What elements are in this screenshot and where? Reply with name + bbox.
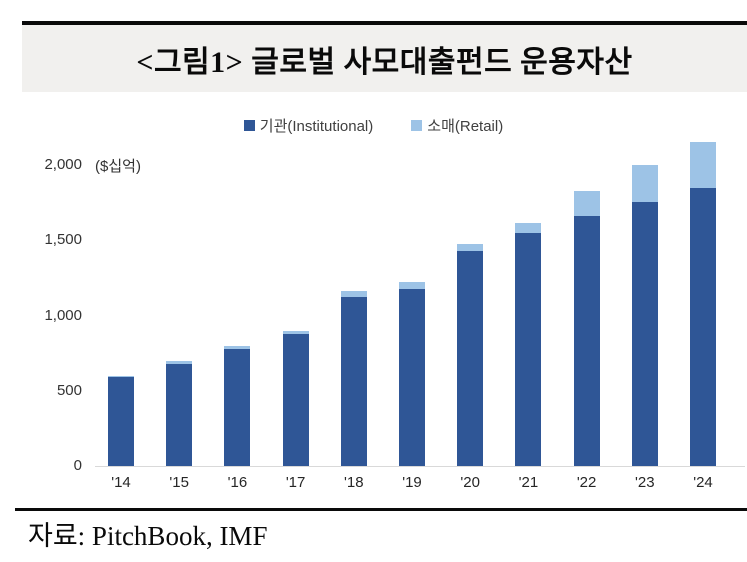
bar-stack-17 [282, 330, 309, 466]
y-axis-tick-label: 1,500 [44, 231, 82, 249]
bar-segment-retail [690, 141, 716, 188]
bar-segment-retail [631, 165, 658, 202]
legend-label-institutional: 기관(Institutional) [259, 117, 374, 135]
legend-item-institutional: 기관(Institutional) [243, 115, 374, 136]
y-axis-unit-label: ($십억) [95, 158, 141, 175]
bar-segment-retail [457, 244, 484, 251]
x-axis-label: '17 [285, 474, 306, 491]
bar-segment-institutional [690, 187, 716, 466]
y-axis-tick-label: 0 [73, 457, 82, 474]
chart-title: <그림1> 글로벌 사모대출펀드 운용자산 [136, 45, 633, 79]
plot-area [95, 136, 745, 467]
bar-segment-institutional [631, 201, 658, 466]
legend-label-retail: 소매(Retail) [427, 117, 504, 135]
legend: 기관(Institutional) 소매(Retail) [0, 114, 747, 136]
bar-segment-retail [515, 222, 542, 233]
bar-stack-23 [631, 165, 658, 466]
source-text: 자료: PitchBook, IMF [28, 521, 268, 551]
x-axis-label: '23 [635, 474, 655, 491]
bar-segment-institutional [108, 377, 134, 466]
title-band: <그림1> 글로벌 사모대출펀드 운용자산 [22, 21, 747, 92]
x-axis-label: '20 [460, 474, 480, 491]
y-axis-tick-label: 1,000 [44, 306, 82, 324]
bar-stack-14 [108, 375, 134, 466]
x-axis-label: '18 [344, 474, 364, 491]
bar-stack-15 [166, 361, 193, 466]
legend-swatch-institutional [243, 119, 255, 131]
bar-segment-institutional [340, 297, 367, 466]
x-axis: '14 '15 '16 '17 '18 '19 '20 '21 '22 '23 '24 [95, 474, 745, 496]
bar-segment-institutional [224, 348, 251, 466]
x-axis-label: '24 [693, 474, 713, 491]
bar-segment-institutional [515, 232, 542, 466]
bar-segment-institutional [166, 364, 193, 466]
bar-segment-retail [224, 346, 251, 349]
y-axis-tick-label: 500 [56, 381, 82, 399]
bar-segment-institutional [282, 333, 309, 466]
bar-segment-institutional [457, 250, 484, 466]
bar-segment-retail [340, 291, 367, 298]
bar-stack-21 [515, 222, 542, 466]
bar-segment-retail [282, 330, 309, 334]
bar-segment-retail [108, 375, 134, 378]
y-axis: 0 500 1,000 1,500 2,000 [22, 136, 82, 474]
x-axis-label: '15 [169, 474, 189, 491]
bar-stack-20 [457, 244, 484, 466]
legend-item-retail: 소매(Retail) [411, 115, 503, 136]
x-axis-label: '16 [227, 474, 248, 491]
bar-stack-18 [340, 291, 367, 466]
x-axis-label: '19 [402, 474, 422, 491]
x-axis-label: '14 [111, 474, 131, 491]
bar-segment-retail [166, 361, 193, 365]
bar-segment-retail [573, 190, 600, 217]
legend-swatch-retail [411, 119, 423, 131]
x-axis-label: '22 [576, 474, 597, 491]
bar-stack-16 [224, 346, 251, 466]
bar-stack-24 [690, 141, 716, 466]
bar-stack-22 [573, 190, 600, 466]
y-axis-tick-label: 2,000 [44, 156, 82, 173]
bar-segment-institutional [573, 216, 600, 466]
bar-segment-institutional [399, 289, 425, 466]
bar-stack-19 [399, 282, 425, 466]
x-axis-label: '21 [518, 474, 539, 491]
bar-segment-retail [399, 282, 425, 290]
footer-divider [15, 508, 747, 511]
